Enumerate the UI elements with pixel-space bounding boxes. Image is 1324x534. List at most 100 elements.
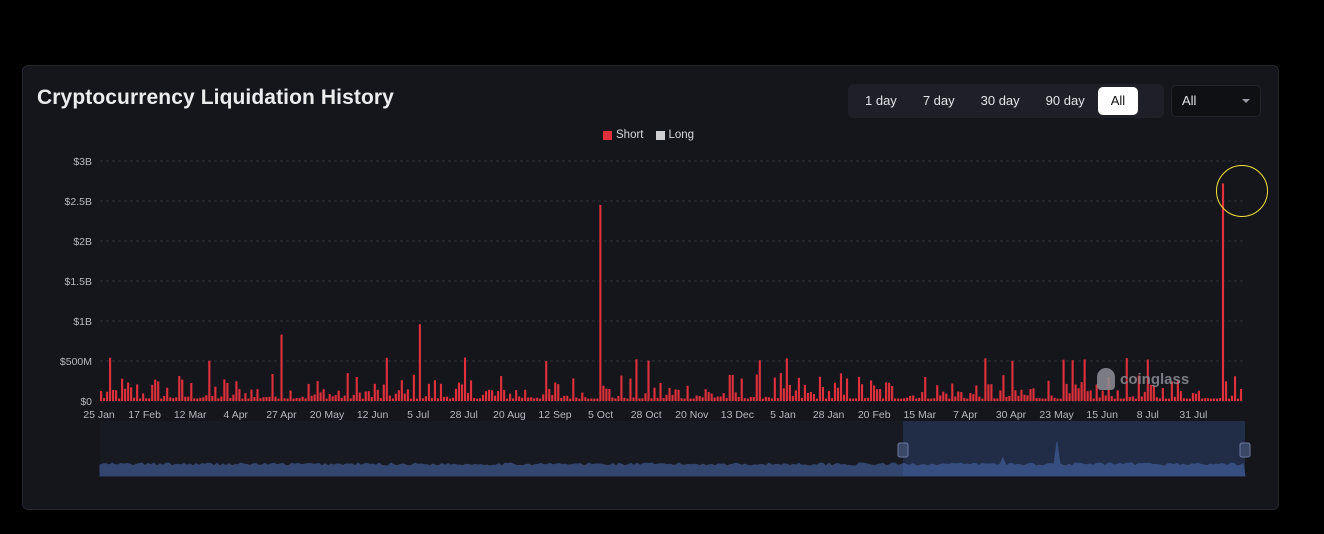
bar-short — [463, 357, 467, 401]
range-button-1-day[interactable]: 1 day — [865, 93, 897, 108]
bar-short — [1149, 384, 1152, 401]
bar-short — [1113, 398, 1116, 401]
bar-short — [990, 384, 993, 401]
bar-short — [617, 395, 620, 401]
coin-select-value: All — [1182, 93, 1197, 108]
bar-short — [1050, 395, 1053, 401]
range-button-all[interactable]: All — [1097, 87, 1139, 115]
bar-short — [280, 334, 283, 401]
bar-short — [1023, 394, 1026, 401]
bar-short — [337, 390, 340, 401]
range-button-90-day[interactable]: 90 day — [1045, 93, 1085, 108]
bar-short — [713, 397, 716, 401]
x-tick-label: 25 Jan — [83, 409, 115, 421]
bar-short — [996, 398, 999, 401]
bar-short — [340, 398, 343, 401]
coin-select-dropdown[interactable]: All — [1171, 85, 1261, 117]
bar-short — [262, 397, 265, 401]
bar-short — [677, 389, 680, 401]
bar-short — [247, 398, 250, 401]
bar-short — [848, 398, 852, 401]
bar-short — [845, 378, 849, 401]
bar-short — [1044, 398, 1047, 401]
bar-short — [166, 387, 169, 401]
bar-short — [460, 384, 464, 401]
bar-short — [130, 387, 133, 401]
bar-short — [542, 394, 545, 401]
navigator-handle-right[interactable] — [1239, 442, 1251, 458]
bar-short — [1224, 381, 1228, 401]
x-tick-label: 8 Jul — [1137, 409, 1159, 421]
bar-short — [918, 397, 921, 401]
legend-item-short[interactable]: Short — [603, 129, 644, 141]
bar-short — [635, 359, 638, 401]
range-button-7-day[interactable]: 7 day — [922, 93, 955, 108]
bar-short — [575, 397, 578, 401]
bar-short — [442, 396, 446, 401]
bar-short — [370, 397, 373, 401]
bar-short — [867, 397, 870, 401]
bar-short — [662, 398, 665, 401]
bar-short — [734, 392, 737, 401]
bar-short — [524, 389, 527, 401]
liquidation-bar-chart: $0 $500M $1B $1.5B $2B $2.5B $3B 25 Jan 17 Feb 12… — [60, 156, 1251, 477]
bar-short — [388, 395, 391, 401]
bar-short — [457, 382, 461, 401]
legend-item-long[interactable]: Long — [655, 129, 694, 141]
bar-short — [436, 398, 439, 401]
bar-short — [1080, 382, 1083, 401]
bar-short — [942, 391, 945, 401]
bar-short — [346, 373, 349, 401]
bar-short — [999, 390, 1002, 401]
bar-short — [328, 394, 331, 401]
x-tick-label: 28 Jul — [450, 409, 478, 421]
bar-short — [782, 388, 785, 401]
navigator-handle-left[interactable] — [897, 442, 909, 458]
bar-short — [241, 398, 244, 401]
bar-short — [187, 396, 190, 401]
bar-short — [557, 384, 560, 401]
bar-short — [1125, 358, 1128, 401]
bar-short — [836, 387, 840, 401]
bar-short — [265, 397, 268, 401]
bar-short — [1200, 398, 1203, 401]
bar-short — [776, 398, 779, 401]
bar-short — [400, 380, 403, 401]
bar-short — [566, 395, 569, 401]
bar-short — [930, 398, 933, 401]
bar-short — [274, 396, 277, 401]
navigator-area — [99, 441, 1246, 477]
bar-short — [1011, 360, 1014, 401]
bar-short — [1209, 398, 1213, 401]
bar-short — [121, 378, 124, 401]
bar-short — [367, 391, 370, 401]
bar-short — [518, 396, 521, 401]
bar-short — [148, 398, 151, 401]
bar-short — [1164, 398, 1167, 401]
bar-short — [536, 397, 539, 401]
bar-short — [761, 398, 764, 401]
bar-short — [966, 398, 969, 401]
bar-short — [466, 393, 470, 401]
x-tick-label: 20 May — [310, 409, 345, 421]
bar-short — [427, 383, 430, 401]
bar-short — [1176, 380, 1179, 401]
bar-short — [909, 395, 912, 401]
bar-short — [268, 396, 271, 401]
bar-short — [439, 383, 442, 401]
bar-short — [1083, 359, 1086, 401]
bar-short — [701, 397, 704, 401]
range-button-30-day[interactable]: 30 day — [980, 93, 1020, 108]
bar-short — [803, 385, 806, 401]
bar-short — [352, 394, 355, 401]
bar-short — [382, 384, 385, 401]
bar-short — [1239, 388, 1243, 401]
bar-short — [1101, 390, 1104, 401]
bar-short — [593, 398, 596, 401]
bar-short — [833, 382, 837, 401]
bar-short — [331, 396, 334, 401]
bar-short — [304, 398, 307, 401]
bar-short — [1188, 398, 1191, 401]
bar-short — [214, 386, 217, 401]
bar-short — [578, 398, 581, 401]
